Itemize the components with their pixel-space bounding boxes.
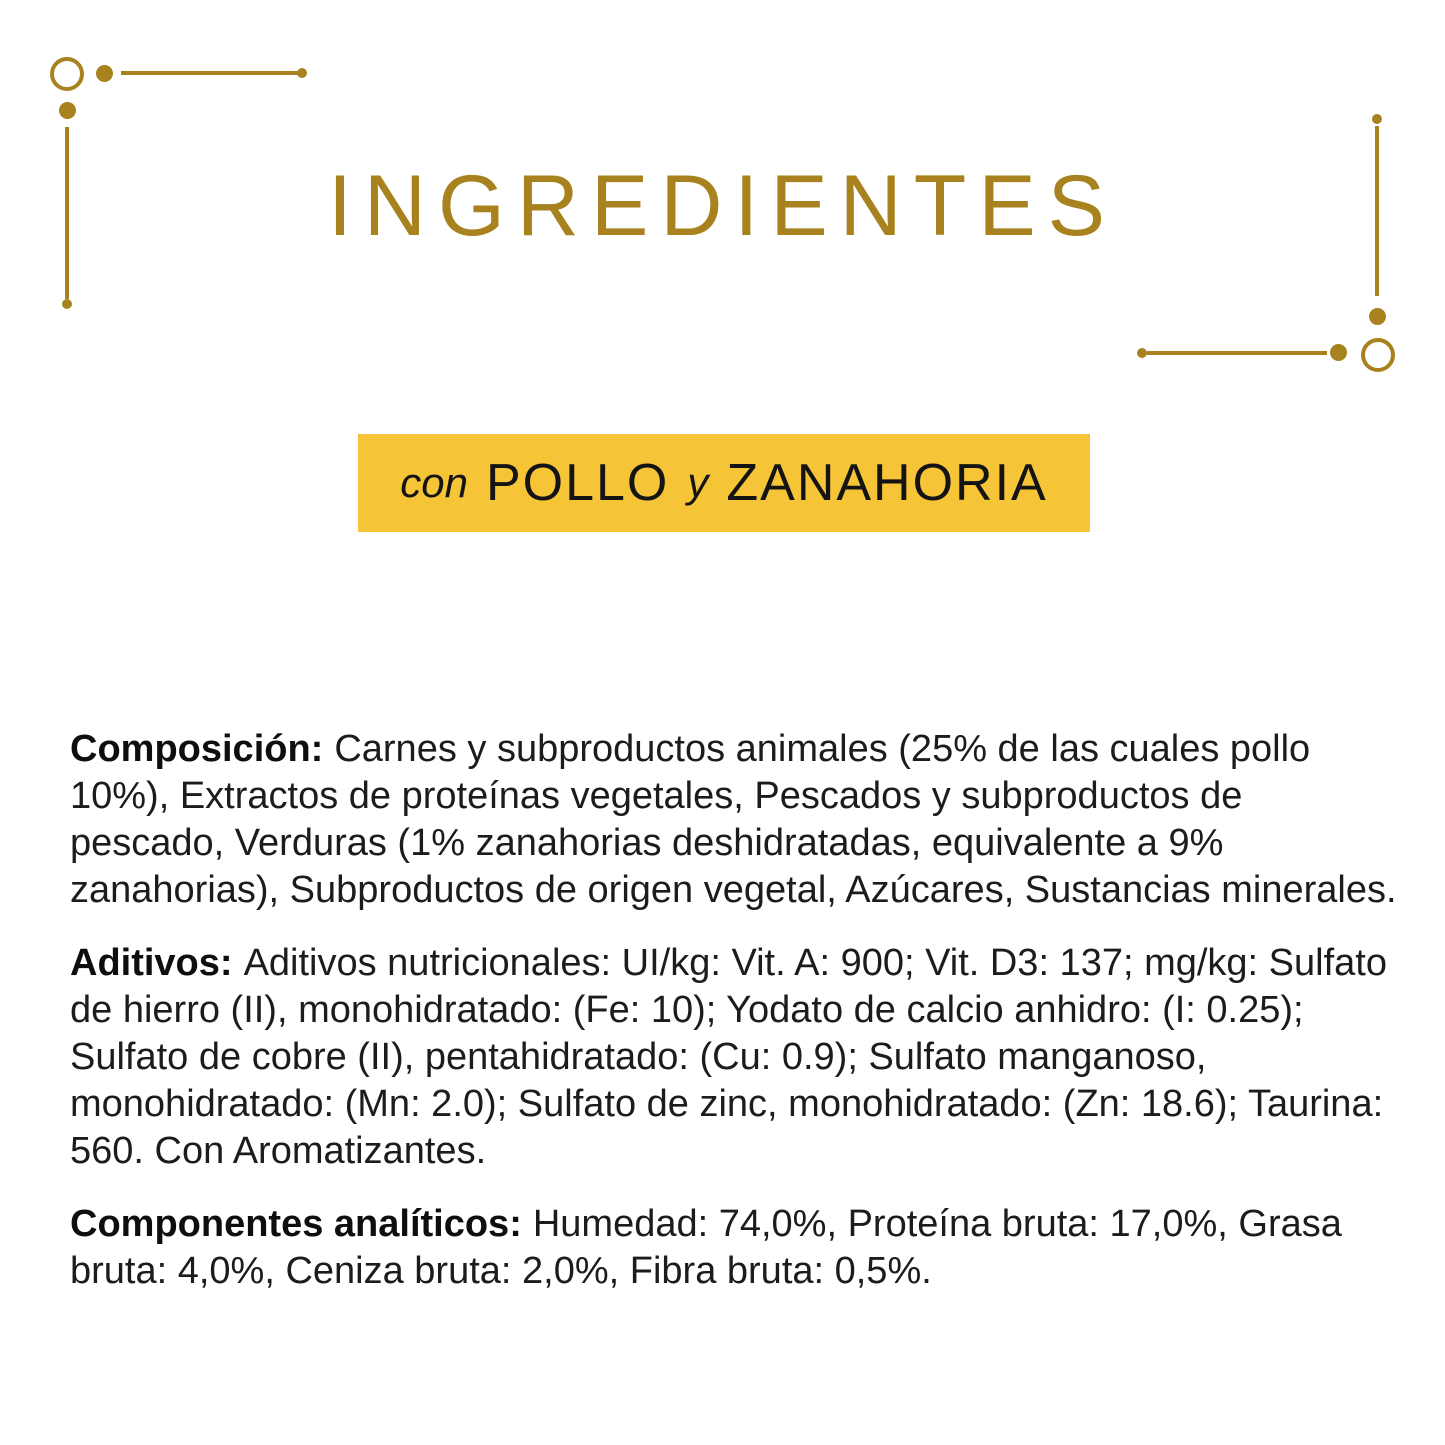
ornament-dot-icon bbox=[297, 68, 307, 78]
additives-label: Aditivos: bbox=[70, 942, 233, 984]
ornament-line bbox=[1147, 351, 1327, 355]
ornament-dot-icon bbox=[59, 102, 76, 119]
ornament-line bbox=[121, 71, 299, 75]
ornament-line bbox=[65, 127, 69, 299]
ornament-dot-icon bbox=[1369, 308, 1386, 325]
composition-paragraph: Composición: Carnes y subproductos animal… bbox=[70, 726, 1402, 914]
ornament-ring-icon bbox=[50, 57, 84, 91]
analytical-components-label: Componentes analíticos: bbox=[70, 1203, 522, 1245]
page-title: INGREDIENTES bbox=[327, 158, 1118, 254]
ornament-dot-icon bbox=[1137, 348, 1147, 358]
ornament-dot-icon bbox=[1330, 344, 1347, 361]
additives-body: Aditivos nutricionales: UI/kg: Vit. A: 9… bbox=[70, 942, 1387, 1172]
composition-label: Composición: bbox=[70, 728, 324, 770]
banner-word-pollo: POLLO bbox=[485, 454, 670, 512]
ingredients-text-block: Composición: Carnes y subproductos animal… bbox=[70, 726, 1402, 1321]
additives-paragraph: Aditivos: Aditivos nutricionales: UI/kg: … bbox=[70, 940, 1402, 1175]
composition-body: Carnes y subproductos animales (25% de l… bbox=[70, 728, 1397, 911]
analytical-components-paragraph: Componentes analíticos: Humedad: 74,0%, P… bbox=[70, 1201, 1402, 1295]
ornament-dot-icon bbox=[62, 299, 72, 309]
flavor-banner: con POLLO y ZANAHORIA bbox=[358, 434, 1090, 532]
ornament-ring-icon bbox=[1361, 338, 1395, 372]
analytical-components-body: Humedad: 74,0%, Proteína bruta: 17,0%, G… bbox=[70, 1203, 1342, 1292]
ornament-dot-icon bbox=[96, 65, 113, 82]
banner-word-con: con bbox=[400, 459, 468, 506]
banner-word-zanahoria: ZANAHORIA bbox=[726, 454, 1048, 512]
ornament-dot-icon bbox=[1372, 114, 1382, 124]
ornament-line bbox=[1375, 126, 1379, 296]
banner-word-y: y bbox=[687, 459, 709, 506]
